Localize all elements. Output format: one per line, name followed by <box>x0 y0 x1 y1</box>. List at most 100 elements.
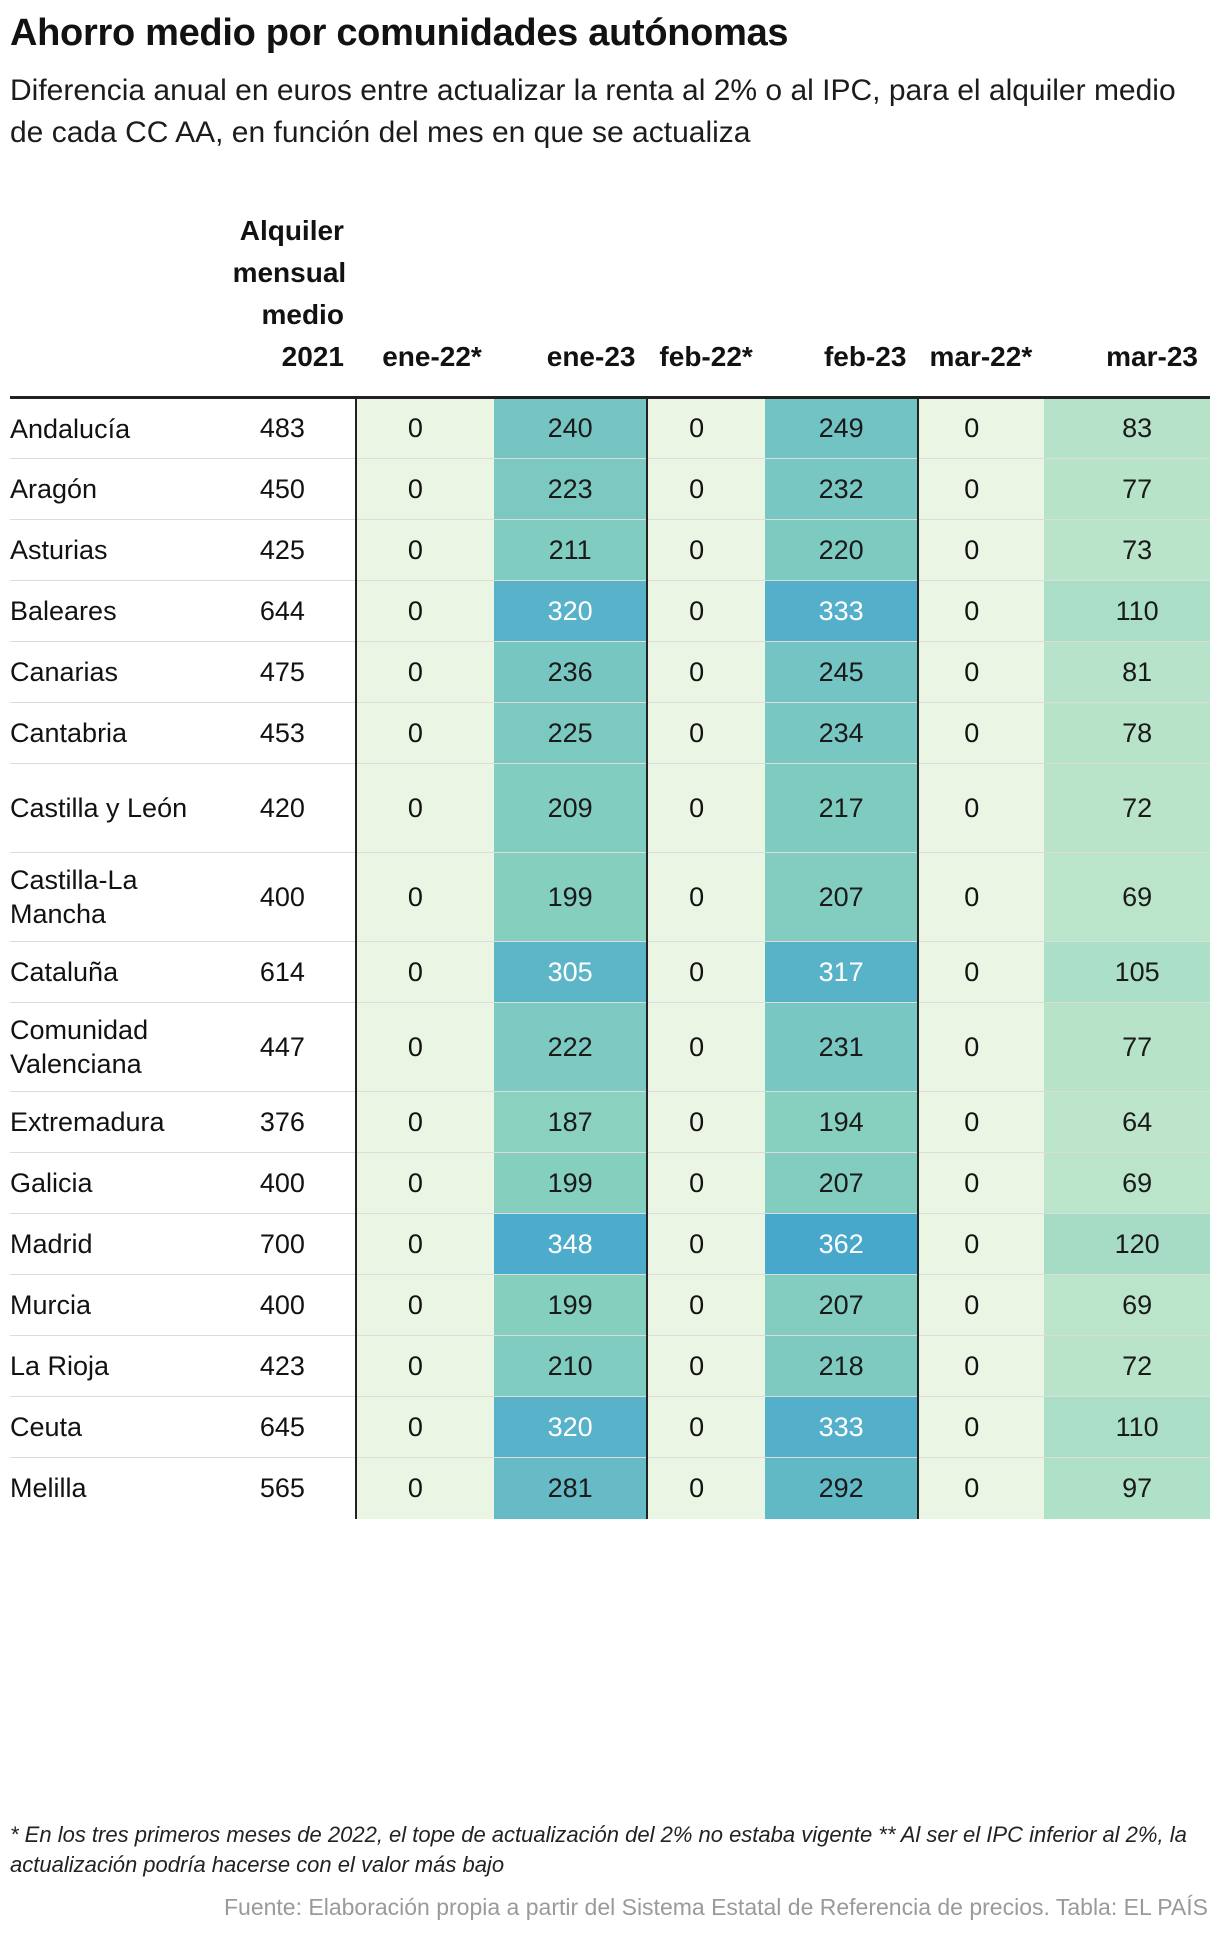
region-name: Castilla-La Mancha <box>10 852 233 942</box>
footnote: * En los tres primeros meses de 2022, el… <box>10 1822 1187 1877</box>
cell-feb-22: 0 <box>646 941 765 1003</box>
cell-ene-22: 0 <box>354 763 494 853</box>
cell-mar-23: 110 <box>1044 580 1210 642</box>
cell-mar-23: 110 <box>1044 1396 1210 1458</box>
region-name: Extremadura <box>10 1091 233 1153</box>
rent-value: 700 <box>232 1213 356 1275</box>
cell-ene-22: 0 <box>354 1335 494 1397</box>
rent-value: 400 <box>232 1274 356 1336</box>
cell-feb-23: 317 <box>764 941 919 1003</box>
column-header-region <box>10 210 233 398</box>
cell-mar-22: 0 <box>917 519 1045 581</box>
cell-ene-23: 281 <box>493 1457 648 1519</box>
cell-ene-22: 0 <box>354 702 494 764</box>
cell-ene-23: 320 <box>493 1396 648 1458</box>
region-name: Melilla <box>10 1473 87 1504</box>
rent-value: 447 <box>232 1002 356 1092</box>
cell-feb-22: 0 <box>646 1213 765 1275</box>
cell-mar-22: 0 <box>917 852 1045 942</box>
rent-value: 425 <box>232 519 356 581</box>
cell-mar-23: 83 <box>1044 397 1210 459</box>
source-credit: Fuente: Elaboración propia a partir del … <box>223 1894 1208 1920</box>
table-row: Ceuta 645 0 320 0 333 0 110 <box>10 1396 1210 1458</box>
cell-feb-22: 0 <box>646 1091 765 1153</box>
cell-mar-23: 72 <box>1044 1335 1210 1397</box>
cell-mar-22: 0 <box>917 1457 1045 1519</box>
table-row: Castilla y León 420 0 209 0 217 0 72 <box>10 763 1210 853</box>
cell-ene-23: 240 <box>493 397 648 459</box>
cell-ene-22: 0 <box>354 458 494 520</box>
table-row: Galicia 400 0 199 0 207 0 69 <box>10 1152 1210 1214</box>
column-header-mar-23: mar-23 <box>1106 341 1198 372</box>
cell-mar-23: 69 <box>1044 1274 1210 1336</box>
cell-mar-22: 0 <box>917 702 1045 764</box>
rent-value: 400 <box>232 1152 356 1214</box>
cell-ene-23: 199 <box>493 1274 648 1336</box>
region-name: Cantabria <box>10 702 233 764</box>
column-header-mar-22: mar-22* <box>929 341 1033 372</box>
chart-title: Ahorro medio por comunidades autónomas <box>10 12 789 54</box>
cell-mar-22: 0 <box>917 941 1045 1003</box>
cell-feb-22: 0 <box>646 397 765 459</box>
cell-feb-23: 217 <box>764 763 919 853</box>
chart-subtitle: Diferencia anual en euros entre actualiz… <box>10 74 1176 149</box>
cell-ene-23: 199 <box>493 852 648 942</box>
cell-feb-23: 232 <box>764 458 919 520</box>
region-name: Asturias <box>10 519 233 581</box>
rent-value: 400 <box>232 852 356 942</box>
cell-ene-23: 209 <box>493 763 648 853</box>
cell-feb-23: 292 <box>764 1457 919 1519</box>
cell-feb-22: 0 <box>646 580 765 642</box>
rent-value: 475 <box>232 641 356 703</box>
rent-value: 645 <box>232 1396 356 1458</box>
table-row: Cataluña 614 0 305 0 317 0 105 <box>10 941 1210 1003</box>
column-header-rent: Alquiler mensual medio 2021 <box>232 215 347 372</box>
cell-feb-22: 0 <box>646 1335 765 1397</box>
table-row: Asturias 425 0 211 0 220 0 73 <box>10 519 1210 581</box>
cell-ene-23: 320 <box>493 580 648 642</box>
cell-mar-23: 120 <box>1044 1213 1210 1275</box>
cell-ene-22: 0 <box>354 1274 494 1336</box>
cell-ene-23: 225 <box>493 702 648 764</box>
cell-ene-22: 0 <box>354 1396 494 1458</box>
region-name: La Rioja <box>10 1335 233 1397</box>
cell-ene-23: 222 <box>493 1002 648 1092</box>
region-name: Canarias <box>10 641 233 703</box>
region-name: Castilla y León <box>10 763 233 853</box>
rent-value: 423 <box>232 1335 356 1397</box>
cell-ene-22: 0 <box>354 641 494 703</box>
table-row: Murcia 400 0 199 0 207 0 69 <box>10 1274 1210 1336</box>
cell-mar-22: 0 <box>917 1274 1045 1336</box>
table-row: Baleares 644 0 320 0 333 0 110 <box>10 580 1210 642</box>
cell-mar-22: 0 <box>917 397 1045 459</box>
cell-mar-23: 105 <box>1044 941 1210 1003</box>
cell-feb-22: 0 <box>646 458 765 520</box>
cell-ene-23: 348 <box>493 1213 648 1275</box>
column-header-feb-22: feb-22* <box>659 341 753 372</box>
cell-feb-23: 333 <box>764 580 919 642</box>
table-row: Melilla 565 0 281 0 292 0 97 <box>10 1457 1210 1519</box>
cell-mar-22: 0 <box>917 763 1045 853</box>
cell-feb-23: 207 <box>764 852 919 942</box>
rent-value: 376 <box>232 1091 356 1153</box>
savings-table: Alquiler mensual medio 2021 ene-22* ene-… <box>10 210 1210 1519</box>
rent-value: 565 <box>259 1472 305 1503</box>
cell-feb-23: 249 <box>764 397 919 459</box>
table-row: La Rioja 423 0 210 0 218 0 72 <box>10 1335 1210 1397</box>
cell-feb-23: 218 <box>764 1335 919 1397</box>
cell-ene-22: 0 <box>354 1091 494 1153</box>
rent-value: 644 <box>232 580 356 642</box>
cell-mar-23: 69 <box>1044 852 1210 942</box>
table-row: Andalucía 483 0 240 0 249 0 83 <box>10 397 1210 459</box>
cell-ene-23: 236 <box>493 641 648 703</box>
cell-ene-23: 305 <box>493 941 648 1003</box>
region-name: Ceuta <box>10 1396 233 1458</box>
cell-feb-23: 194 <box>764 1091 919 1153</box>
cell-mar-23: 64 <box>1044 1091 1210 1153</box>
cell-feb-22: 0 <box>646 1152 765 1214</box>
cell-ene-22: 0 <box>354 852 494 942</box>
region-name: Comunidad Valenciana <box>10 1002 233 1092</box>
cell-feb-23: 207 <box>764 1274 919 1336</box>
region-name: Galicia <box>10 1152 233 1214</box>
cell-feb-22: 0 <box>646 641 765 703</box>
